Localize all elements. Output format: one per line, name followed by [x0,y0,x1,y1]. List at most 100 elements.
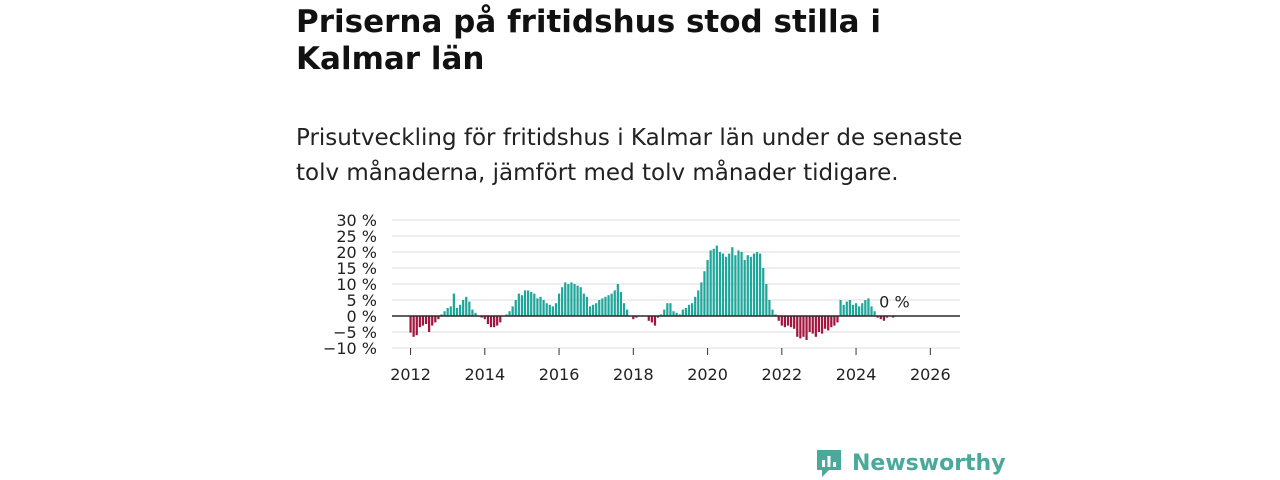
bar [836,316,839,323]
bar [520,295,524,316]
bar [409,316,412,333]
bar [765,284,768,316]
bar [725,256,728,316]
bar [511,306,514,316]
x-tick-label: 2024 [836,365,877,384]
newsworthy-logo: Newsworthy [815,447,1006,479]
bar [514,300,517,316]
bar [854,303,858,316]
bar [690,303,694,316]
bar [653,316,657,326]
bar [471,309,474,316]
bar [437,316,440,320]
bar [734,255,737,316]
bar [687,304,691,316]
bar [443,311,446,316]
bar [424,316,428,324]
x-axis: 2012 2014 2016 2018 2020 2022 2024 2026 [390,348,951,384]
bar [576,285,579,316]
bar [796,316,799,337]
bar [486,316,490,324]
y-tick-label: 5 % [347,291,377,310]
y-tick-label: 20 % [336,243,377,262]
bar [731,247,734,316]
bar [697,290,700,316]
bar [814,316,817,337]
bar [839,300,842,316]
bar [619,292,623,316]
bar [721,253,725,316]
bar [712,248,715,316]
bar [786,316,790,326]
bar [551,306,554,316]
bar [626,309,629,316]
bar [492,316,496,328]
bar [752,253,756,316]
bar [530,292,533,316]
bar [811,316,814,334]
x-tick-label: 2016 [539,365,580,384]
bar [864,300,867,316]
bar [542,300,545,316]
bar [802,316,805,337]
bar [684,308,688,316]
bar [449,306,452,316]
bar [771,309,774,316]
bar [694,296,697,316]
bar [808,316,811,332]
bar [582,293,585,316]
bar [415,316,418,336]
bar [650,316,653,323]
bar [783,316,787,328]
bar [533,293,536,316]
bar [412,316,415,337]
bar [564,282,567,316]
x-tick-label: 2026 [910,365,951,384]
bar [780,316,783,326]
bar [607,295,610,316]
bar [465,296,468,316]
bar [613,290,616,316]
bar [827,316,830,331]
bar [601,298,604,316]
x-tick-label: 2022 [761,365,802,384]
bar [669,303,672,316]
bar [610,293,613,316]
bar [755,252,759,316]
bar [452,293,455,316]
bar [663,309,666,316]
bar [591,304,595,316]
bar [468,301,471,316]
bar [851,304,855,316]
bar [768,300,771,316]
bar [458,304,462,316]
bar [737,250,740,316]
y-tick-label: 0 % [347,307,377,326]
bar [647,316,650,321]
bar [489,316,493,328]
bar [573,284,576,316]
y-tick-label: 10 % [336,275,377,294]
bar [793,316,796,329]
bar [681,309,684,316]
bar [672,311,675,316]
bar [632,316,635,320]
bar [536,298,539,316]
bar [548,304,551,316]
bar [861,303,864,316]
bar [762,268,765,316]
bar [820,316,824,334]
bar [746,255,749,316]
bar [561,287,564,316]
bar [845,301,848,316]
bar [474,312,477,316]
bar [508,311,511,316]
bar [455,308,459,316]
bar [789,316,793,328]
bar [527,290,530,316]
bar [483,316,486,320]
bar [700,282,703,316]
brand-name: Newsworthy [852,450,1006,476]
x-tick-label: 2018 [613,365,654,384]
